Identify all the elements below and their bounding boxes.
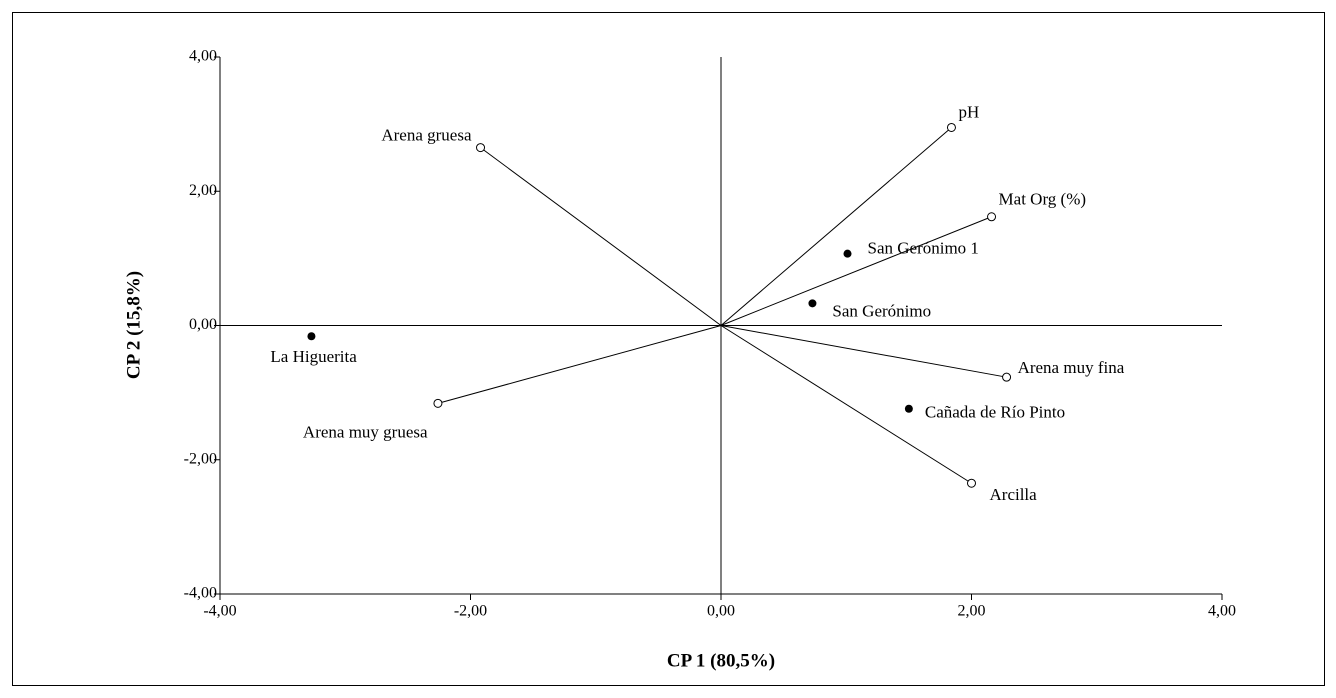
point-label: San Gerónimo 1 [868, 239, 979, 258]
point [808, 299, 817, 308]
y-tick-label: -2,00 [184, 450, 217, 467]
x-tick-label: 2,00 [958, 603, 986, 620]
y-tick-label: 0,00 [189, 316, 217, 333]
frame [12, 12, 1325, 686]
y-tick-label: 2,00 [189, 182, 217, 199]
vector-line [720, 325, 972, 484]
vector-line [720, 325, 1007, 378]
vector-label: Arena muy fina [1018, 358, 1125, 377]
vector-end [987, 212, 997, 222]
point-label: Cañada de Río Pinto [925, 403, 1065, 422]
point-label: San Gerónimo [832, 301, 931, 320]
vector-end [967, 478, 976, 488]
vector-label: Arcilla [990, 485, 1038, 504]
point [843, 249, 852, 258]
point [904, 404, 913, 413]
vector-end [476, 143, 486, 153]
vector-end [946, 122, 956, 132]
vector-line [720, 127, 952, 326]
point-label: La Higuerita [270, 347, 357, 366]
vector-line [480, 147, 722, 326]
x-tick-label: -4,00 [203, 603, 236, 620]
vector-label: Mat Org (%) [999, 190, 1087, 209]
y-tick-label: 4,00 [189, 48, 217, 65]
x-tick-label: 0,00 [707, 603, 735, 620]
x-axis-title: CP 1 (80,5%) [667, 650, 775, 671]
vector-end [1002, 372, 1012, 382]
y-tick-label: -4,00 [184, 585, 217, 602]
vector-label: pH [958, 102, 979, 121]
vector-line [437, 325, 722, 404]
x-tick-label: -2,00 [454, 603, 487, 620]
x-tick-label: 4,00 [1208, 603, 1236, 620]
point [307, 332, 316, 341]
vector-label: Arena muy gruesa [303, 422, 428, 441]
vector-label: Arena gruesa [381, 126, 472, 145]
vector-line [720, 216, 992, 326]
vector-end [433, 398, 443, 408]
y-axis-title: CP 2 (15,8%) [123, 271, 144, 379]
